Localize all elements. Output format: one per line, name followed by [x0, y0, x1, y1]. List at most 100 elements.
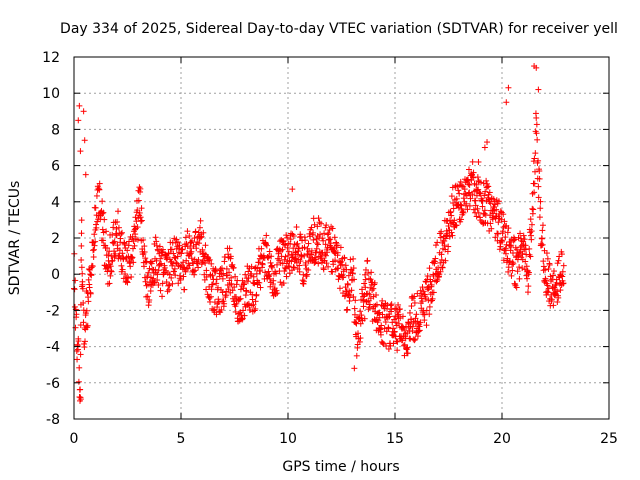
data-point: [154, 271, 161, 278]
data-point: [130, 245, 137, 252]
data-point: [90, 247, 97, 254]
data-point: [204, 291, 211, 298]
y-tick-label: 4: [51, 195, 60, 211]
data-point: [535, 157, 542, 164]
data-point: [313, 249, 320, 256]
data-point: [206, 256, 213, 263]
data-point: [274, 290, 281, 297]
data-point: [255, 259, 262, 266]
data-point: [481, 192, 488, 199]
data-point: [209, 281, 216, 288]
data-point: [284, 244, 291, 251]
data-point: [181, 286, 188, 293]
y-tick-label: 6: [51, 159, 60, 175]
data-point: [550, 268, 557, 275]
data-point: [495, 219, 502, 226]
data-point: [125, 275, 132, 282]
data-point: [118, 229, 125, 236]
data-point: [323, 260, 330, 267]
data-point: [411, 293, 418, 300]
data-point: [528, 236, 535, 243]
data-point: [399, 313, 406, 320]
data-point: [466, 181, 473, 188]
data-point: [461, 186, 468, 193]
data-point: [327, 240, 334, 247]
data-point: [379, 339, 386, 346]
data-point: [502, 245, 509, 252]
data-point: [78, 230, 85, 237]
data-point: [143, 282, 150, 289]
data-point: [211, 306, 218, 313]
data-point: [143, 293, 150, 300]
data-point: [392, 319, 399, 326]
x-tick-label: 20: [493, 431, 511, 447]
data-point: [81, 137, 88, 144]
data-point: [362, 284, 369, 291]
data-point: [437, 268, 444, 275]
data-point: [80, 299, 87, 306]
data-point: [465, 166, 472, 173]
data-point: [465, 181, 472, 188]
data-point: [470, 174, 477, 181]
data-point: [492, 213, 499, 220]
data-point: [78, 242, 85, 249]
data-point: [192, 228, 199, 235]
data-point: [79, 285, 86, 292]
data-point: [108, 268, 115, 275]
data-point: [412, 336, 419, 343]
x-tick-label: 5: [177, 431, 186, 447]
data-point: [529, 205, 536, 212]
data-point: [470, 169, 477, 176]
data-point: [390, 340, 397, 347]
data-point: [150, 275, 157, 282]
data-point: [376, 325, 383, 332]
data-point: [280, 280, 287, 287]
data-point: [557, 287, 564, 294]
data-point: [426, 303, 433, 310]
data-point: [148, 258, 155, 265]
data-point: [129, 254, 136, 261]
data-point: [320, 237, 327, 244]
data-point: [434, 276, 441, 283]
data-point: [430, 289, 437, 296]
y-tick-label: -6: [46, 376, 60, 392]
data-point: [318, 220, 325, 227]
data-point: [425, 286, 432, 293]
x-tick-label: 15: [386, 431, 404, 447]
data-point: [263, 242, 270, 249]
data-point: [479, 203, 486, 210]
data-point: [362, 266, 369, 273]
data-point: [251, 280, 258, 287]
data-point: [368, 269, 375, 276]
data-point: [146, 265, 153, 272]
data-point: [394, 347, 401, 354]
data-point: [388, 301, 395, 308]
data-point: [532, 150, 539, 157]
data-point: [540, 263, 547, 270]
data-point: [482, 188, 489, 195]
data-point: [199, 259, 206, 266]
data-point: [362, 271, 369, 278]
data-point: [108, 258, 115, 265]
data-point: [448, 229, 455, 236]
data-point: [230, 264, 237, 271]
data-point: [529, 190, 536, 197]
data-point: [505, 225, 512, 232]
data-point: [202, 242, 209, 249]
data-point: [112, 250, 119, 257]
data-point: [516, 275, 523, 282]
data-point: [387, 302, 394, 309]
data-point: [544, 255, 551, 262]
data-point: [302, 237, 309, 244]
data-point: [546, 261, 553, 268]
data-point: [252, 305, 259, 312]
data-point: [294, 240, 301, 247]
data-point: [477, 190, 484, 197]
data-point: [536, 175, 543, 182]
data-point: [99, 198, 106, 205]
data-point: [473, 213, 480, 220]
data-point: [205, 257, 212, 264]
data-point: [526, 245, 533, 252]
data-point: [322, 241, 329, 248]
data-point: [385, 345, 392, 352]
